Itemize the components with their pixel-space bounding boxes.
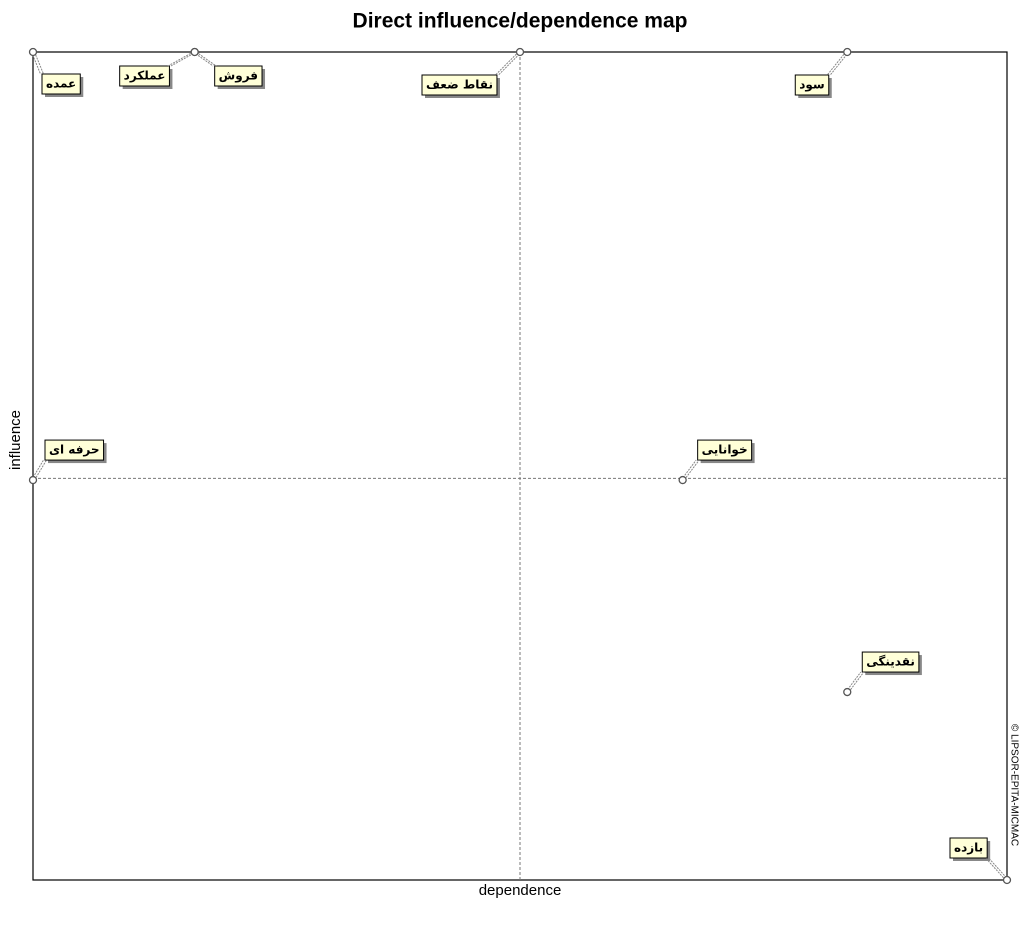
point-label-text: عمده (46, 77, 76, 91)
point (843, 687, 852, 697)
leader-line (498, 51, 522, 76)
point-label: سود (794, 74, 832, 98)
point-label-text: نقدینگی (866, 655, 915, 669)
label-box (214, 65, 263, 87)
leader-line (985, 857, 1006, 881)
leader-line (683, 459, 700, 481)
point-label: عملکرد (119, 65, 173, 89)
point-label-text: سود (799, 78, 824, 93)
watermark: © LIPSOR-EPITA-MICMAC (1008, 724, 1019, 846)
point (515, 47, 525, 57)
point-label: خوانایی (697, 439, 755, 464)
point-label: فروش (214, 65, 266, 89)
point (190, 47, 199, 57)
point-label: بازده (949, 837, 991, 861)
point (28, 475, 38, 485)
label-box (949, 837, 988, 859)
point (678, 475, 687, 485)
point (1002, 875, 1012, 885)
point-label-text: عملکرد (124, 69, 166, 83)
x-axis-label: dependence (479, 882, 562, 899)
point-label-text: فروش (219, 69, 258, 84)
leader-line (34, 459, 47, 481)
leader-line (167, 51, 194, 67)
point-label-text: خوانایی (702, 443, 748, 458)
label-box (119, 65, 170, 87)
point-label: حرفه ای (44, 439, 107, 464)
label-box (44, 439, 105, 461)
point-label-text: نقاط ضعف (426, 78, 493, 92)
leader-line (848, 671, 865, 693)
label-box (421, 74, 498, 96)
point-label-text: حرفه ای (49, 443, 100, 457)
label-box (697, 439, 753, 461)
chart-title: Direct influence/dependence map (353, 10, 688, 33)
label-box (41, 73, 81, 95)
label-box (794, 74, 830, 96)
leader-line (34, 51, 44, 75)
point-label: نقدینگی (861, 651, 922, 676)
plot-frame (32, 51, 1008, 881)
label-box (861, 651, 920, 673)
leader-line (495, 51, 519, 76)
leader-line (195, 51, 217, 67)
point-label: عمده (41, 73, 84, 97)
leader-line (826, 51, 847, 76)
y-axis-label: influence (7, 410, 24, 470)
point (28, 47, 38, 57)
point-label-text: بازده (954, 841, 983, 855)
point-label: نقاط ضعف (421, 74, 500, 98)
point (843, 47, 852, 57)
